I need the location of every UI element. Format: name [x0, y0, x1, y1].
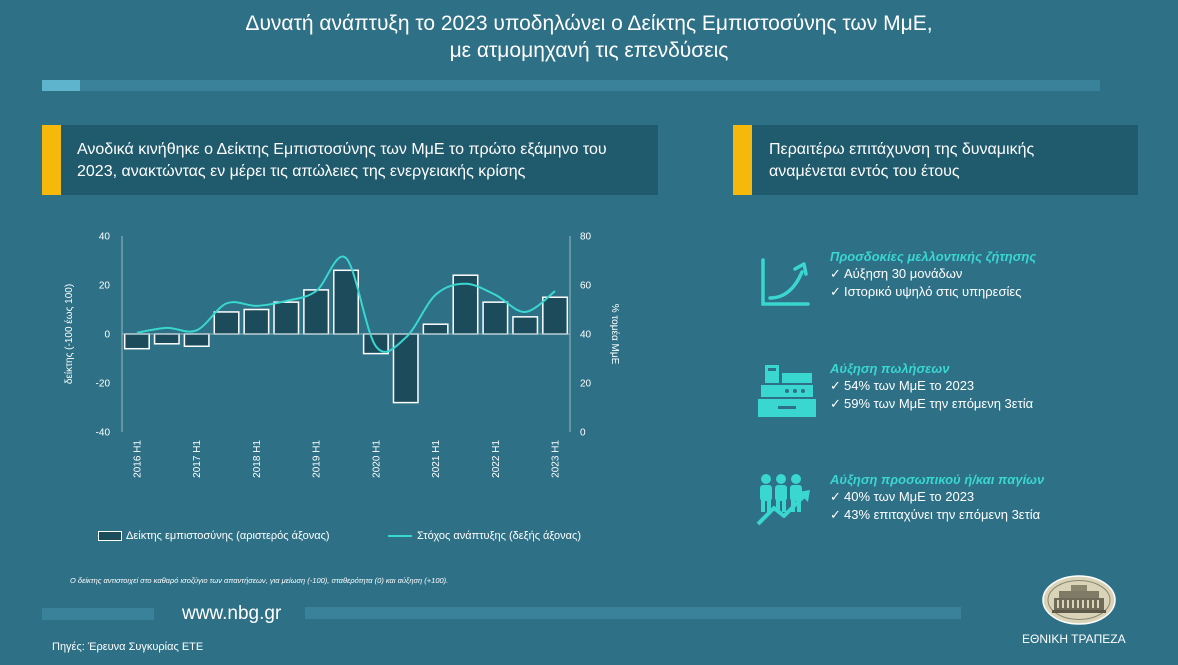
x-tick-label: 2016 H1	[132, 440, 143, 478]
x-tick-label: 2020 H1	[371, 440, 382, 478]
confidence-bar	[422, 323, 449, 335]
left-panel-heading-line2: 2023, ανακτώντας εν μέρει τις απώλειες τ…	[77, 163, 526, 180]
right-panel-heading-line2: αναμένεται εντός του έτους	[769, 163, 960, 180]
page-title-line1: Δυνατή ανάπτυξη το 2023 υποδηλώνει ο Δεί…	[245, 12, 933, 35]
feature-staff: Αύξηση προσωπικού ή/και παγίων ✓ 40% των …	[830, 472, 1044, 524]
footer-divider-left	[42, 608, 154, 620]
left-tick-label: -40	[96, 428, 111, 439]
check-icon: ✓	[830, 284, 841, 299]
page-title: Δυνατή ανάπτυξη το 2023 υποδηλώνει ο Δεί…	[0, 10, 1178, 64]
legend-label-confidence: Δείκτης εμπιστοσύνης (αριστερός άξονας)	[126, 530, 330, 542]
confidence-bar	[243, 308, 270, 335]
left-panel-header: Ανοδικά κινήθηκε ο Δείκτης Εμπιστοσύνης …	[42, 125, 658, 195]
legend-item-growth: Στόχος ανάπτυξης (δεξής άξονας)	[388, 530, 581, 542]
x-tick-label: 2018 H1	[252, 440, 263, 478]
feature-demand-title: Προσδοκίες μελλοντικής ζήτησης	[830, 249, 1037, 264]
chart-footnote: Ο δείκτης αντιστοιχεί στο καθαρό ισοζύγι…	[70, 576, 449, 585]
x-tick-label: 2023 H1	[551, 440, 562, 478]
legend-swatch-bar	[98, 531, 122, 541]
legend-swatch-line	[388, 535, 412, 537]
feature-demand-line2: Ιστορικό υψηλό στις υπηρεσίες	[844, 284, 1022, 299]
title-divider	[42, 80, 1100, 91]
legend-item-confidence: Δείκτης εμπιστοσύνης (αριστερός άξονας)	[98, 530, 330, 542]
confidence-bar	[213, 311, 240, 335]
page-title-line2: με ατμομηχανή τις επενδύσεις	[449, 39, 729, 62]
confidence-chart: -40 -20 0 20 40 0 20 40 60 80 2016 H1 2017 H1 2018…	[63, 232, 620, 478]
feature-demand-line1: Αύξηση 30 μονάδων	[844, 266, 963, 281]
left-panel-accent-bar	[42, 125, 61, 195]
confidence-bar	[123, 333, 150, 350]
right-tick-label: 40	[580, 330, 592, 341]
x-tick-label: 2017 H1	[192, 440, 203, 478]
feature-staff-line1: 40% των ΜμΕ το 2023	[844, 489, 975, 504]
left-panel-heading-line1: Ανοδικά κινήθηκε ο Δείκτης Εμπιστοσύνης …	[77, 141, 607, 158]
feature-sales-line2: 59% των ΜμΕ την επόμενη 3ετία	[844, 396, 1034, 411]
legend-label-growth: Στόχος ανάπτυξης (δεξής άξονας)	[417, 530, 581, 542]
confidence-bar	[482, 301, 509, 335]
title-divider-accent	[42, 80, 80, 91]
feature-sales-line1: 54% των ΜμΕ το 2023	[844, 378, 975, 393]
right-panel-header: Περαιτέρω επιτάχυνση της δυναμικής αναμέ…	[733, 125, 1138, 195]
confidence-bar	[183, 333, 210, 347]
x-tick-label: 2021 H1	[431, 440, 442, 478]
right-panel-accent-bar	[733, 125, 752, 195]
staff-growth-icon	[756, 474, 810, 526]
confidence-bar	[512, 316, 539, 335]
bank-name: ΕΘΝΙΚΗ ΤΡΑΠΕΖΑ	[1022, 632, 1126, 646]
feature-sales: Αύξηση πωλήσεων ✓ 54% των ΜμΕ το 2023 ✓ 59…	[830, 361, 1033, 413]
confidence-bar	[542, 296, 569, 335]
cash-register-icon	[758, 365, 816, 417]
x-tick-label: 2019 H1	[312, 440, 323, 478]
check-icon: ✓	[830, 266, 841, 281]
feature-staff-line2: 43% επιταχύνει την επόμενη 3ετία	[844, 507, 1041, 522]
right-tick-label: 80	[580, 232, 592, 243]
left-tick-label: 20	[99, 281, 111, 292]
left-tick-label: 0	[104, 330, 110, 341]
footer-divider-right	[305, 607, 961, 619]
sources-note: Πηγές: Έρευνα Συγκυρίας ΕΤΕ	[52, 641, 204, 653]
right-axis-title: % τομέα ΜμΕ	[609, 304, 620, 365]
website-link[interactable]: www.nbg.gr	[182, 603, 282, 624]
growth-target-line	[136, 255, 556, 353]
right-tick-label: 60	[580, 281, 592, 292]
confidence-bar	[362, 333, 389, 355]
growth-chart-icon	[761, 258, 810, 306]
left-tick-label: -20	[96, 379, 111, 390]
check-icon: ✓	[830, 507, 841, 522]
check-icon: ✓	[830, 489, 841, 504]
right-panel-heading-line1: Περαιτέρω επιτάχυνση της δυναμικής	[769, 141, 1035, 158]
check-icon: ✓	[830, 396, 841, 411]
confidence-bar	[153, 333, 180, 345]
feature-staff-title: Αύξηση προσωπικού ή/και παγίων	[830, 472, 1045, 487]
confidence-bar	[273, 301, 300, 335]
x-tick-label: 2022 H1	[491, 440, 502, 478]
left-axis-title: δείκτης (-100 έως 100)	[63, 284, 75, 384]
bank-building-logo	[1042, 575, 1116, 625]
feature-sales-title: Αύξηση πωλήσεων	[830, 361, 950, 376]
right-tick-label: 20	[580, 379, 592, 390]
left-tick-label: 40	[99, 232, 111, 243]
feature-demand: Προσδοκίες μελλοντικής ζήτησης ✓ Αύξηση 3…	[830, 249, 1036, 301]
check-icon: ✓	[830, 378, 841, 393]
right-tick-label: 0	[580, 428, 586, 439]
